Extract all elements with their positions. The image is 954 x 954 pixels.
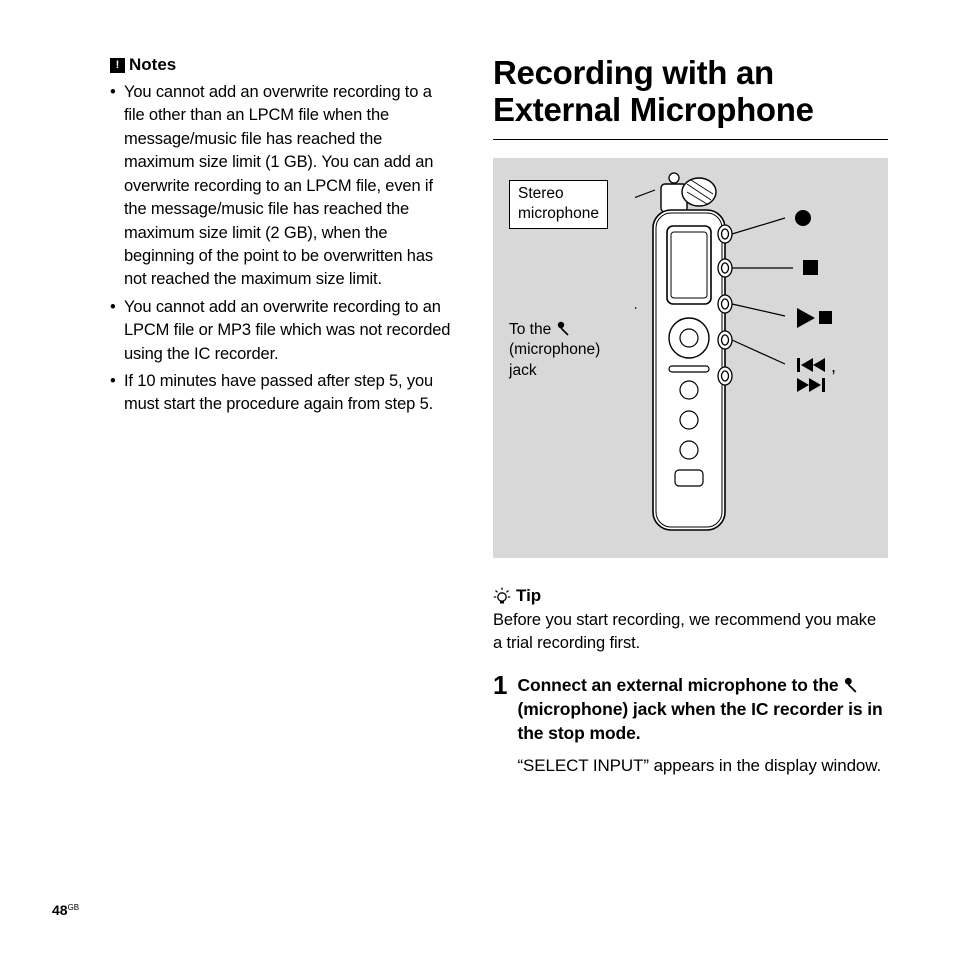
tip-heading-text: Tip (516, 586, 541, 606)
to-jack-line3: jack (509, 362, 537, 379)
microphone-icon (556, 321, 571, 336)
recorder-illustration: , (635, 168, 880, 548)
manual-page: ! Notes You cannot add an overwrite reco… (0, 0, 954, 778)
to-jack-line1: To the (509, 321, 556, 338)
play-stop-icon (797, 308, 832, 328)
step-title-line2: the (813, 675, 839, 695)
notes-icon: ! (110, 58, 125, 73)
tip-bulb-icon (493, 587, 511, 605)
right-column: Recording with an External Microphone St… (493, 55, 888, 778)
tip-heading: Tip (493, 586, 888, 606)
left-column: ! Notes You cannot add an overwrite reco… (58, 55, 453, 778)
step-number: 1 (493, 672, 507, 698)
prev-next-icon: , (797, 356, 836, 392)
page-number-value: 48 (52, 902, 68, 918)
step-1: 1 Connect an external microphone to the … (493, 674, 888, 777)
note-item: If 10 minutes have passed after step 5, … (110, 370, 453, 417)
stereo-label-line2: microphone (518, 205, 599, 222)
step-title-line3: (microphone) jack when the (517, 699, 746, 719)
diagram-box: Stereo microphone To the (microphone) ja… (493, 158, 888, 558)
main-heading: Recording with an External Microphone (493, 55, 888, 140)
jack-plug-illustration (635, 300, 637, 316)
step-body: “SELECT INPUT” appears in the display wi… (517, 754, 888, 778)
step-title: Connect an external microphone to the (m… (517, 674, 888, 745)
microphone-icon (843, 677, 859, 693)
stop-icon (803, 260, 818, 275)
stereo-microphone-label: Stereo microphone (509, 180, 608, 229)
to-jack-line2: (microphone) (509, 341, 600, 358)
to-jack-label: To the (microphone) jack (509, 320, 600, 381)
tip-body: Before you start recording, we recommend… (493, 609, 888, 655)
page-number-suffix: GB (68, 903, 80, 912)
step-title-line1: Connect an external microphone to (517, 675, 807, 695)
note-item: You cannot add an overwrite recording to… (110, 296, 453, 366)
note-item: You cannot add an overwrite recording to… (110, 81, 453, 292)
page-number: 48GB (52, 902, 79, 918)
step-content: Connect an external microphone to the (m… (517, 674, 888, 777)
stereo-label-line1: Stereo (518, 185, 564, 202)
notes-heading: ! Notes (110, 55, 453, 75)
record-icon (795, 210, 811, 226)
svg-text:,: , (831, 356, 836, 376)
notes-heading-text: Notes (129, 55, 176, 75)
notes-list: You cannot add an overwrite recording to… (110, 81, 453, 417)
